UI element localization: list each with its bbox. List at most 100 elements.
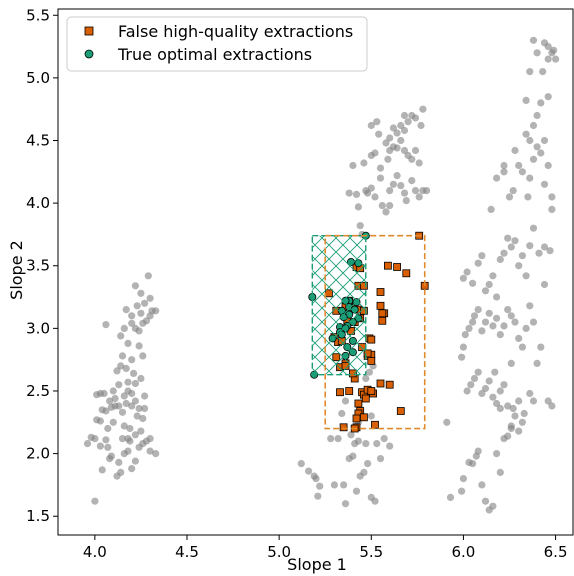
- background-point: [509, 187, 517, 195]
- background-point: [526, 302, 534, 310]
- y-tick-label: 2.0: [26, 445, 50, 463]
- background-point: [393, 129, 401, 137]
- background-point: [537, 343, 545, 351]
- background-point: [474, 259, 482, 267]
- background-point: [102, 407, 110, 415]
- background-point: [137, 427, 145, 435]
- background-point: [529, 36, 538, 44]
- background-point: [507, 312, 515, 320]
- background-point: [367, 121, 375, 130]
- background-point: [507, 243, 515, 251]
- background-point: [376, 164, 385, 172]
- false-extraction-point: [336, 388, 344, 397]
- background-point: [469, 279, 477, 287]
- legend-true-marker: [84, 49, 94, 59]
- y-tick-label: 4.5: [26, 132, 50, 150]
- background-point: [404, 118, 412, 126]
- background-point: [356, 222, 364, 230]
- background-point: [376, 455, 385, 463]
- false-extraction-point: [383, 261, 392, 270]
- background-point: [380, 435, 388, 443]
- background-point: [131, 282, 139, 290]
- background-points: [83, 36, 560, 514]
- background-point: [397, 121, 405, 130]
- background-point: [141, 404, 149, 413]
- background-point: [104, 424, 112, 433]
- background-point: [469, 318, 477, 326]
- background-point: [352, 487, 361, 495]
- background-point: [142, 317, 151, 325]
- legend-frame: [66, 16, 368, 72]
- background-point: [540, 136, 549, 145]
- false-extraction-point: [359, 413, 368, 422]
- false-extraction-point: [367, 356, 376, 365]
- background-point: [491, 368, 499, 376]
- background-point: [544, 161, 552, 170]
- background-point: [518, 418, 527, 426]
- background-point: [478, 389, 486, 398]
- background-point: [373, 118, 381, 126]
- background-point: [152, 450, 160, 458]
- background-point: [411, 146, 420, 155]
- background-point: [327, 435, 335, 443]
- background-point: [520, 409, 528, 418]
- background-point: [118, 352, 127, 360]
- background-point: [415, 159, 423, 167]
- background-point: [522, 130, 530, 138]
- background-point: [122, 306, 130, 314]
- background-point: [349, 161, 357, 170]
- background-point: [137, 309, 145, 317]
- x-tick-label: 5.5: [359, 543, 383, 561]
- background-point: [496, 255, 504, 264]
- background-point: [470, 374, 479, 383]
- background-point: [122, 399, 130, 408]
- background-point: [146, 435, 154, 443]
- false-extraction-point: [378, 316, 387, 325]
- background-point: [489, 322, 497, 330]
- background-point: [102, 436, 110, 444]
- background-point: [540, 243, 549, 251]
- false-extraction-point: [378, 309, 387, 318]
- background-point: [371, 497, 379, 505]
- background-point: [507, 359, 515, 367]
- background-point: [397, 182, 405, 190]
- background-point: [415, 193, 423, 201]
- background-point: [535, 249, 543, 257]
- background-point: [118, 408, 127, 416]
- background-point: [550, 46, 558, 54]
- background-point: [548, 193, 556, 201]
- background-point: [135, 342, 143, 350]
- background-point: [417, 121, 425, 130]
- background-point: [515, 262, 523, 270]
- background-point: [529, 155, 538, 163]
- background-point: [367, 412, 375, 420]
- background-point: [131, 379, 139, 388]
- background-point: [423, 187, 431, 195]
- background-point: [312, 475, 320, 483]
- background-point: [463, 387, 471, 395]
- background-point: [371, 193, 379, 201]
- background-point: [400, 111, 409, 120]
- background-point: [505, 193, 514, 201]
- background-point: [533, 143, 541, 151]
- background-point: [526, 68, 534, 76]
- y-tick-label: 5.0: [26, 69, 50, 87]
- background-point: [128, 356, 136, 364]
- background-point: [496, 468, 504, 476]
- background-point: [493, 399, 501, 408]
- background-point: [120, 422, 128, 430]
- background-point: [504, 234, 512, 242]
- background-point: [459, 343, 467, 351]
- background-point: [504, 306, 512, 314]
- background-point: [109, 418, 117, 426]
- background-point: [130, 369, 138, 377]
- legend-false-marker: [84, 26, 94, 36]
- background-point: [141, 392, 149, 400]
- background-point: [526, 174, 534, 182]
- background-point: [518, 168, 527, 176]
- background-point: [461, 331, 469, 339]
- background-point: [533, 359, 541, 367]
- background-point: [481, 497, 490, 505]
- y-tick-label: 3.0: [26, 319, 50, 337]
